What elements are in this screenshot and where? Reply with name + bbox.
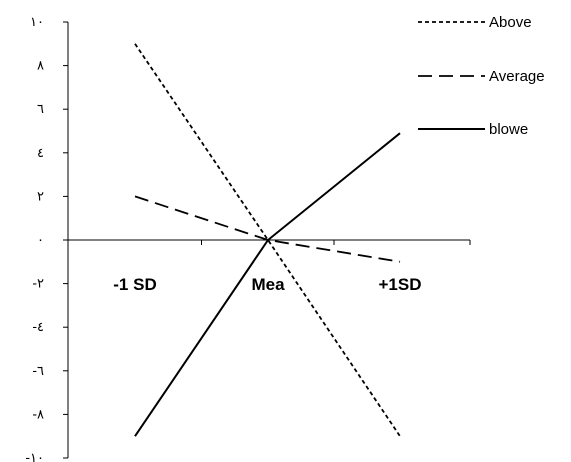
y-axis: ١٠ ٨ ٦ ٤ ٢ ٠ -٢ -٤ -٦ -٨ -١٠ [25,15,69,462]
y-tick-label: -٤ [32,320,44,335]
y-tick-label: ١٠ [30,15,44,30]
y-tick-label: -١٠ [25,451,44,462]
series-line-above [134,43,401,437]
legend-label: Above [489,14,532,31]
legend-label: Average [489,68,545,85]
legend: Above Average blowe [418,14,545,138]
y-tick-label: ٨ [37,59,44,74]
y-tick-label: ٢ [37,189,44,204]
legend-label: blowe [489,121,528,138]
x-tick-label: +1SD [379,275,422,294]
y-tick-label: -٨ [32,407,44,422]
y-tick-label: -٦ [32,364,44,379]
x-tick-label: Mea [251,275,285,294]
x-tick-label: -1 SD [113,275,156,294]
series-line-average [134,195,401,263]
y-tick-label: ٦ [37,102,44,117]
y-tick-label: ٤ [37,146,44,161]
y-tick-label: -٢ [32,277,44,292]
x-axis: -1 SD Mea +1SD [67,239,471,294]
y-tick-label: ٠ [37,233,44,248]
series-lines [134,43,401,437]
